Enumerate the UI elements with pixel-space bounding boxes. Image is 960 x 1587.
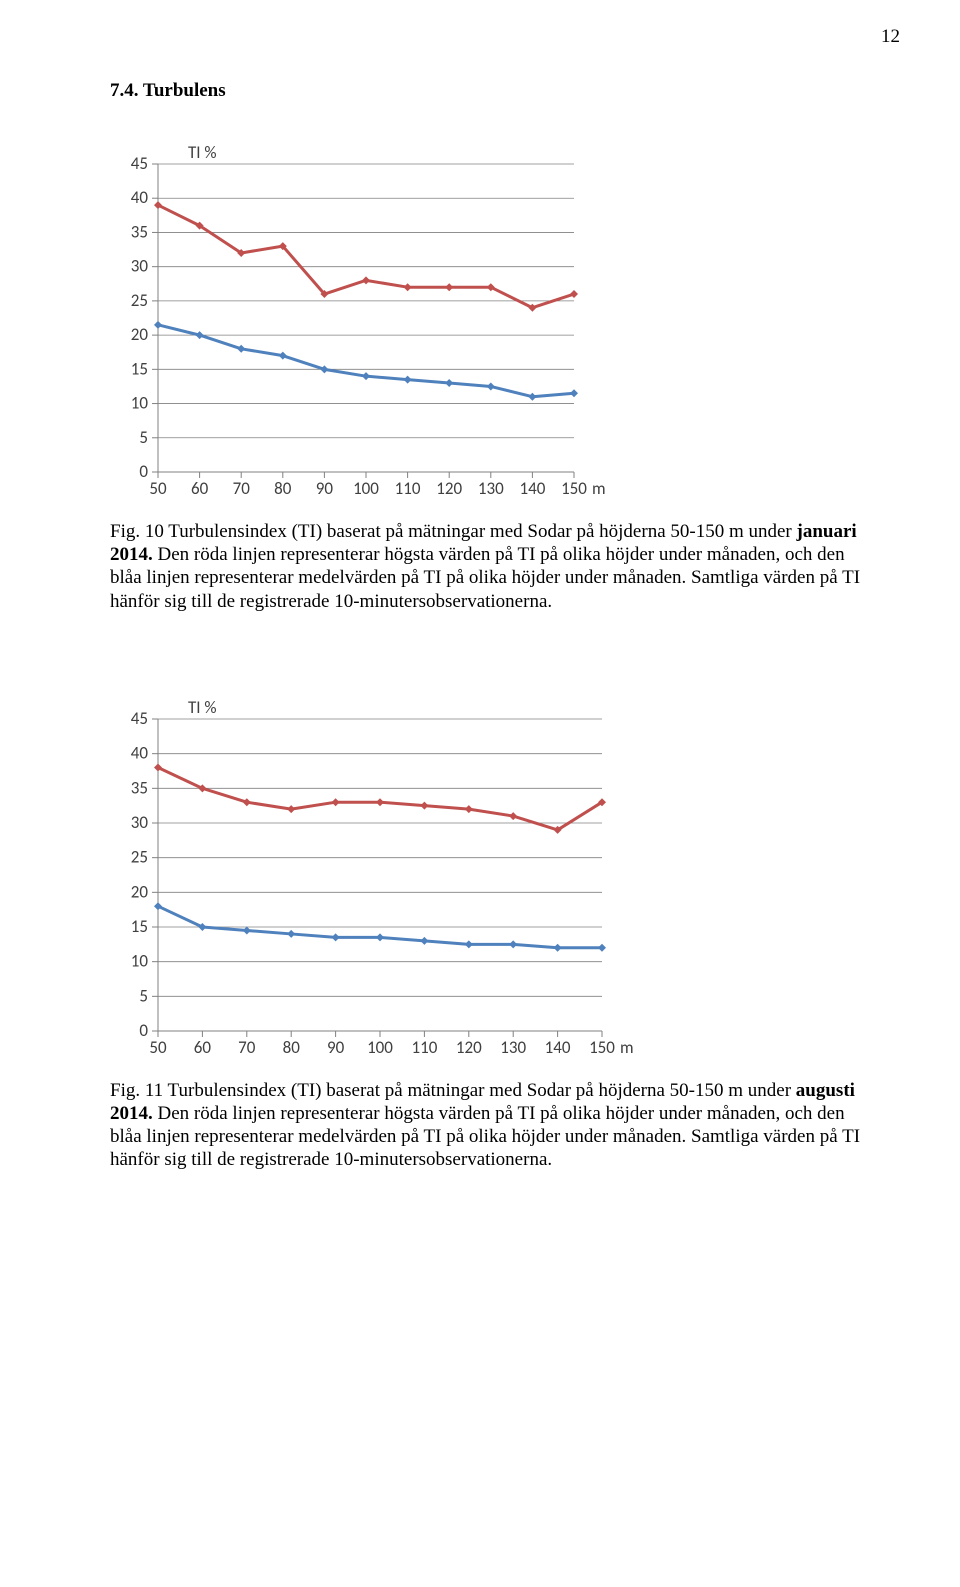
svg-text:25: 25 (131, 846, 148, 867)
svg-text:60: 60 (191, 478, 209, 499)
svg-text:20: 20 (131, 881, 149, 902)
chart-2: 0 5 10 15 20 25 30 35 40 45 50 60 70 80 90 100 110 120 130… (110, 693, 870, 1067)
caption-2: Fig. 11 Turbulensindex (TI) baserat på m… (110, 1079, 870, 1172)
svg-text:80: 80 (274, 478, 292, 499)
svg-text:50: 50 (149, 478, 167, 499)
svg-text:30: 30 (131, 812, 149, 833)
caption-1: Fig. 10 Turbulensindex (TI) baserat på m… (110, 520, 870, 613)
svg-text:30: 30 (131, 256, 149, 277)
svg-text:80: 80 (283, 1037, 301, 1058)
svg-text:120: 120 (436, 478, 462, 499)
svg-text:150: 150 (561, 478, 587, 499)
svg-text:70: 70 (233, 478, 251, 499)
svg-text:50: 50 (149, 1037, 167, 1058)
svg-text:40: 40 (131, 187, 149, 208)
svg-text:TI %: TI % (188, 142, 217, 163)
caption-2-lead: Fig. 11 Turbulensindex (TI) baserat på m… (110, 1080, 796, 1101)
svg-text:TI %: TI % (188, 697, 217, 718)
svg-text:130: 130 (478, 478, 504, 499)
svg-text:15: 15 (131, 358, 148, 379)
svg-text:5: 5 (139, 985, 148, 1006)
section-heading: 7.4. Turbulens (110, 80, 870, 102)
svg-text:60: 60 (194, 1037, 212, 1058)
svg-text:45: 45 (131, 708, 148, 729)
svg-text:130: 130 (500, 1037, 526, 1058)
page-number: 12 (881, 26, 900, 48)
svg-text:40: 40 (131, 742, 149, 763)
svg-text:140: 140 (545, 1037, 571, 1058)
svg-text:35: 35 (131, 777, 148, 798)
svg-text:70: 70 (238, 1037, 256, 1058)
chart2-svg: 0 5 10 15 20 25 30 35 40 45 50 60 70 80 90 100 110 120 130… (110, 693, 670, 1067)
chart1-svg: 0 5 10 15 20 25 30 35 40 45 50 60 70 80 90 100 110 120 130… (110, 138, 630, 508)
svg-text:m: m (620, 1037, 634, 1058)
svg-text:20: 20 (131, 324, 149, 345)
svg-text:90: 90 (327, 1037, 345, 1058)
svg-text:110: 110 (395, 478, 421, 499)
caption-1-rest: Den röda linjen representerar högsta vär… (110, 544, 860, 611)
caption-1-lead: Fig. 10 Turbulensindex (TI) baserat på m… (110, 521, 797, 542)
svg-text:15: 15 (131, 916, 148, 937)
svg-text:5: 5 (139, 427, 148, 448)
svg-text:90: 90 (316, 478, 334, 499)
svg-text:25: 25 (131, 290, 148, 311)
svg-text:0: 0 (139, 461, 148, 482)
svg-text:m: m (592, 478, 606, 499)
chart-1: 0 5 10 15 20 25 30 35 40 45 50 60 70 80 90 100 110 120 130… (110, 138, 870, 508)
svg-text:0: 0 (139, 1020, 148, 1041)
svg-text:100: 100 (367, 1037, 393, 1058)
svg-text:140: 140 (519, 478, 545, 499)
caption-2-rest: Den röda linjen representerar högsta vär… (110, 1103, 860, 1170)
svg-text:45: 45 (131, 153, 148, 174)
svg-text:110: 110 (411, 1037, 437, 1058)
svg-text:120: 120 (456, 1037, 482, 1058)
svg-text:10: 10 (131, 393, 149, 414)
svg-text:10: 10 (131, 950, 149, 971)
svg-text:35: 35 (131, 221, 148, 242)
svg-text:150: 150 (589, 1037, 615, 1058)
svg-text:100: 100 (353, 478, 379, 499)
